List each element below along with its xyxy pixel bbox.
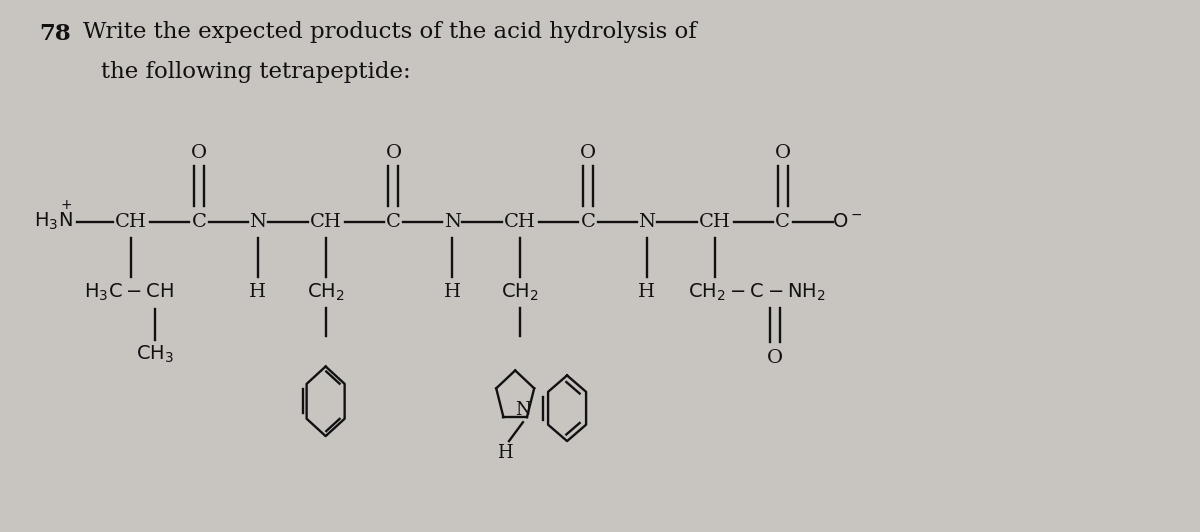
Text: $\mathrm{CH_2}$: $\mathrm{CH_2}$ <box>307 281 344 303</box>
Text: $\mathrm{CH_2-C-NH_2}$: $\mathrm{CH_2-C-NH_2}$ <box>688 281 826 303</box>
Text: H: H <box>497 444 512 462</box>
Text: N: N <box>250 213 266 231</box>
Text: O: O <box>385 144 402 162</box>
Text: H: H <box>444 283 461 301</box>
Text: Write the expected products of the acid hydrolysis of: Write the expected products of the acid … <box>83 21 697 43</box>
Text: 78: 78 <box>40 23 71 45</box>
Text: C: C <box>581 213 595 231</box>
Text: O: O <box>191 144 206 162</box>
Text: O: O <box>767 348 782 367</box>
Text: H: H <box>638 283 655 301</box>
Text: C: C <box>386 213 401 231</box>
Text: N: N <box>515 401 530 419</box>
Text: the following tetrapeptide:: the following tetrapeptide: <box>101 61 410 83</box>
Text: $\mathrm{H_3C-CH}$: $\mathrm{H_3C-CH}$ <box>84 281 174 303</box>
Text: O: O <box>580 144 596 162</box>
Text: C: C <box>192 213 206 231</box>
Text: N: N <box>638 213 655 231</box>
Text: $\mathrm{H_3\overset{+}{N}}$: $\mathrm{H_3\overset{+}{N}}$ <box>34 198 73 232</box>
Text: H: H <box>250 283 266 301</box>
Text: $\mathrm{O^-}$: $\mathrm{O^-}$ <box>833 213 863 231</box>
Text: $\mathrm{CH_3}$: $\mathrm{CH_3}$ <box>136 344 174 365</box>
Text: CH: CH <box>310 213 342 231</box>
Text: CH: CH <box>504 213 536 231</box>
Text: CH: CH <box>698 213 731 231</box>
Text: O: O <box>774 144 791 162</box>
Text: N: N <box>444 213 461 231</box>
Text: CH: CH <box>115 213 148 231</box>
Text: C: C <box>775 213 790 231</box>
Text: $\mathrm{CH_2}$: $\mathrm{CH_2}$ <box>502 281 539 303</box>
